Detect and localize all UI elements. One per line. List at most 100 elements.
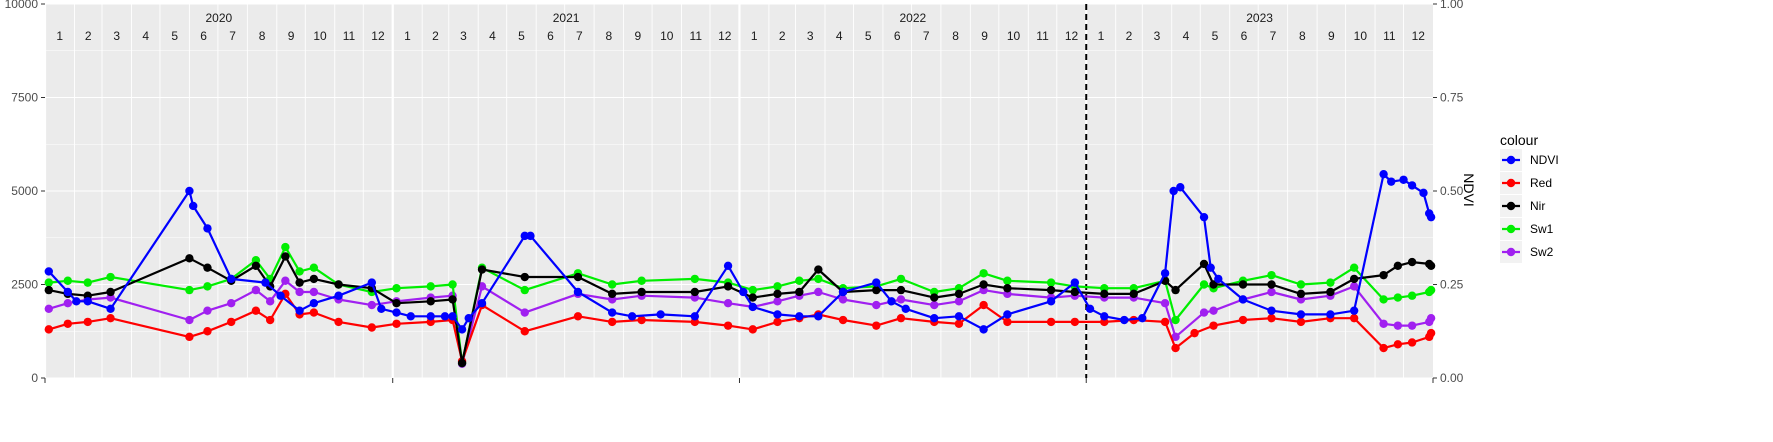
data-point-red [1426, 328, 1436, 338]
data-point-ndvi [1169, 186, 1178, 196]
month-label: 5 [865, 29, 872, 43]
data-point-ndvi [1070, 278, 1080, 287]
data-point-sw2 [930, 300, 939, 310]
month-label: 6 [894, 29, 901, 43]
data-point-sw1 [1046, 278, 1056, 287]
data-point-nir [1349, 274, 1359, 284]
data-point-sw2 [227, 299, 236, 308]
data-point-sw2 [838, 295, 848, 304]
data-point-red [1296, 317, 1306, 327]
data-point-red [309, 308, 319, 317]
legend-label: Nir [1530, 199, 1545, 213]
data-point-red [265, 315, 275, 325]
data-point-sw2 [63, 299, 73, 308]
data-point-sw2 [1393, 321, 1403, 330]
data-point-nir [637, 287, 646, 297]
legend: colour NDVI Red Nir Sw1 Sw2 [1500, 132, 1559, 263]
data-point-ndvi [930, 313, 939, 323]
data-point-ndvi [276, 291, 285, 300]
legend-key-point [1506, 247, 1516, 257]
month-label: 3 [807, 29, 814, 43]
data-point-ndvi [1085, 304, 1095, 314]
data-point-ndvi [1214, 274, 1223, 284]
month-label: 10 [660, 29, 674, 43]
data-point-ndvi [1407, 181, 1417, 190]
month-label: 11 [1383, 29, 1396, 43]
data-point-nir [814, 265, 823, 274]
data-point-red [63, 319, 73, 328]
month-label: 2 [432, 29, 439, 43]
data-point-nir [1267, 280, 1276, 289]
data-point-sw2 [1379, 319, 1388, 328]
data-point-sw2 [872, 300, 881, 310]
month-label: 11 [690, 29, 703, 43]
data-point-ndvi [464, 313, 473, 323]
data-point-sw2 [1349, 282, 1359, 291]
data-point-red [1190, 328, 1199, 338]
month-label: 9 [288, 29, 295, 43]
month-label: 11 [343, 29, 356, 43]
month-label: 1 [751, 29, 758, 43]
data-point-red [838, 315, 848, 325]
data-point-sw2 [1199, 308, 1209, 317]
data-point-sw2 [251, 285, 261, 295]
data-point-nir [1407, 257, 1417, 267]
data-point-sw2 [896, 295, 906, 304]
year-label: 2022 [899, 11, 926, 25]
data-point-ndvi [1349, 306, 1359, 315]
legend-label: Red [1530, 176, 1552, 190]
data-point-ndvi [203, 224, 212, 233]
data-point-red [748, 325, 757, 334]
data-point-sw2 [954, 297, 964, 306]
data-point-ndvi [367, 278, 377, 287]
data-point-sw1 [392, 284, 401, 293]
data-point-ndvi [227, 274, 236, 284]
year-label: 2021 [553, 11, 580, 25]
y2-tick-label: 0.75 [1440, 91, 1464, 105]
month-label: 4 [836, 29, 843, 43]
data-point-red [1003, 317, 1012, 327]
data-point-sw2 [773, 297, 782, 306]
data-point-red [573, 312, 583, 321]
legend-label: Sw2 [1530, 245, 1554, 259]
data-point-ndvi [440, 312, 450, 321]
data-point-nir [106, 287, 115, 297]
data-point-ndvi [63, 287, 73, 297]
data-point-nir [1326, 287, 1335, 297]
data-point-sw1 [83, 278, 92, 287]
data-point-sw1 [748, 285, 757, 295]
month-label: 1 [56, 29, 63, 43]
y2-tick-label: 0.00 [1440, 371, 1464, 385]
data-point-red [1379, 343, 1388, 353]
data-point-ndvi [309, 299, 319, 308]
data-point-nir [748, 293, 757, 302]
data-point-sw2 [1160, 299, 1170, 308]
data-point-nir [1238, 280, 1248, 289]
data-point-red [979, 300, 988, 310]
data-point-sw2 [44, 304, 54, 314]
data-point-sw1 [448, 280, 457, 289]
data-point-nir [185, 254, 194, 263]
data-point-ndvi [83, 297, 92, 306]
month-label: 10 [313, 29, 327, 43]
legend-item-nir: Nir [1500, 195, 1545, 217]
data-point-red [1407, 338, 1417, 347]
month-label: 9 [981, 29, 988, 43]
data-point-sw1 [203, 282, 212, 291]
data-point-ndvi [44, 267, 54, 276]
data-point-ndvi [814, 312, 823, 321]
month-label: 12 [371, 29, 385, 43]
data-point-sw1 [426, 282, 435, 291]
month-label: 11 [1036, 29, 1049, 43]
month-label: 12 [1065, 29, 1079, 43]
data-point-nir [1171, 285, 1180, 295]
data-point-red [83, 317, 92, 327]
y-tick-label: 10000 [5, 0, 39, 11]
data-point-sw2 [295, 287, 304, 297]
data-point-red [367, 323, 377, 332]
data-point-sw1 [690, 274, 700, 284]
data-point-nir [457, 358, 467, 368]
data-point-ndvi [656, 310, 665, 319]
data-point-nir [1046, 285, 1056, 295]
month-label: 4 [489, 29, 496, 43]
